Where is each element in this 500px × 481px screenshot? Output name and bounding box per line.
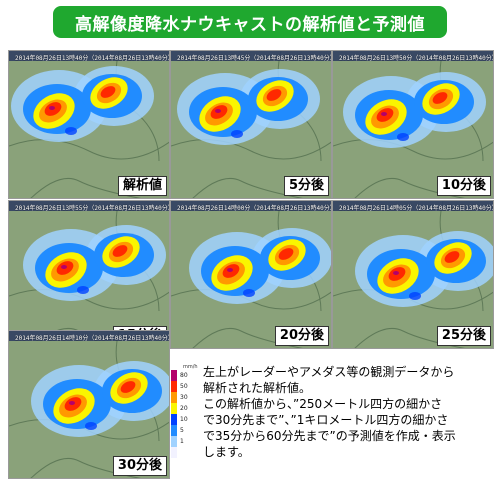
legend-row — [171, 447, 195, 458]
legend-swatch — [171, 381, 177, 392]
legend-row: 5 — [171, 425, 195, 436]
radar-map — [171, 51, 331, 198]
legend-swatch — [171, 403, 177, 414]
legend-row: 30 — [171, 392, 195, 403]
legend-swatch — [171, 436, 177, 447]
panel-label: 20分後 — [274, 326, 329, 346]
nowcast-panel-5min: 2014年08月26日13時45分（2014年08月26日13時40分） 5分後 — [170, 50, 332, 199]
legend-value: 10 — [180, 416, 188, 423]
radar-map — [171, 201, 331, 348]
nowcast-panel-30min: 2014年08月26日14時10分（2014年08月26日13時40分） 30分… — [8, 330, 170, 479]
panel-label: 解析値 — [117, 176, 167, 196]
nowcast-panel-25min: 2014年08月26日14時05分（2014年08月26日13時40分） 25分… — [332, 200, 494, 349]
panel-label: 30分後 — [112, 456, 167, 476]
nowcast-panel-15min: 2014年08月26日13時55分（2014年08月26日13時40分） 15分… — [8, 200, 170, 349]
description-line: 解析された解析値。 — [203, 381, 312, 395]
description-line: します。 — [203, 445, 250, 459]
description-line: 左上がレーダーやアメダス等の観測データから — [203, 365, 455, 379]
timestamp-text: 2014年08月26日14時00分（2014年08月26日13時40分） — [177, 205, 332, 212]
timestamp-text: 2014年08月26日13時40分（2014年08月26日13時40分） — [15, 55, 170, 62]
description-line: で30分先まで”、”1キロメートル四方の細かさ — [203, 413, 449, 427]
precipitation-legend: mm/h 80 50 30 20 10 5 1 — [171, 364, 198, 458]
radar-map — [9, 331, 169, 478]
panel-label: 25分後 — [436, 326, 491, 346]
timestamp-text: 2014年08月26日13時45分（2014年08月26日13時40分） — [177, 55, 332, 62]
radar-map — [333, 201, 493, 348]
timestamp-text: 2014年08月26日14時05分（2014年08月26日13時40分） — [339, 205, 494, 212]
legend-swatch — [171, 425, 177, 436]
legend-swatch — [171, 370, 177, 381]
legend-swatch — [171, 414, 177, 425]
timestamp-text: 2014年08月26日13時50分（2014年08月26日13時40分） — [339, 55, 494, 62]
nowcast-panel-10min: 2014年08月26日13時50分（2014年08月26日13時40分） 10分… — [332, 50, 494, 199]
title-banner: 高解像度降水ナウキャストの解析値と予測値 — [53, 6, 447, 38]
legend-swatch — [171, 392, 177, 403]
description-line: で35分から60分先まで”の予測値を作成・表示 — [203, 429, 456, 443]
legend-value: 5 — [180, 427, 184, 434]
legend-row: 1 — [171, 436, 195, 447]
legend-value: 20 — [180, 405, 188, 412]
timestamp-text: 2014年08月26日13時55分（2014年08月26日13時40分） — [15, 205, 170, 212]
legend-row: 20 — [171, 403, 195, 414]
radar-map — [9, 51, 169, 198]
legend-row: 80 — [171, 370, 195, 381]
radar-map — [9, 201, 169, 348]
description-text: 左上がレーダーやアメダス等の観測データから 解析された解析値。 この解析値から、… — [203, 364, 495, 460]
nowcast-panel-analysis: 2014年08月26日13時40分（2014年08月26日13時40分） 解析値 — [8, 50, 170, 199]
page-title: 高解像度降水ナウキャストの解析値と予測値 — [75, 14, 425, 35]
nowcast-panel-20min: 2014年08月26日14時00分（2014年08月26日13時40分） 20分… — [170, 200, 332, 349]
legend-value: 80 — [180, 372, 188, 379]
radar-map — [333, 51, 493, 198]
legend-swatch — [171, 447, 177, 458]
panel-label: 10分後 — [436, 176, 491, 196]
legend-value: 30 — [180, 394, 188, 401]
legend-value: 1 — [180, 438, 184, 445]
panel-label: 5分後 — [283, 176, 329, 196]
legend-row: 10 — [171, 414, 195, 425]
legend-row: 50 — [171, 381, 195, 392]
legend-value: 50 — [180, 383, 188, 390]
description-line: この解析値から、”250メートル四方の細かさ — [203, 397, 443, 411]
timestamp-text: 2014年08月26日14時10分（2014年08月26日13時40分） — [15, 335, 170, 342]
legend-unit: mm/h — [183, 364, 198, 370]
